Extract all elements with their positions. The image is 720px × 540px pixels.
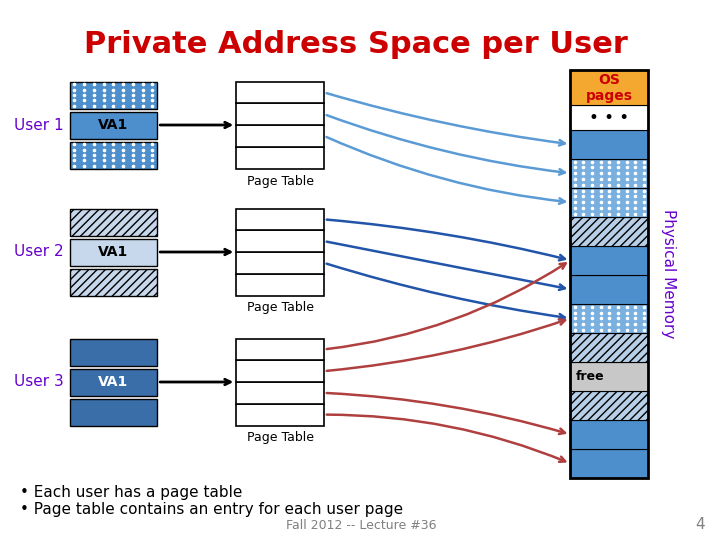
Text: Fall 2012 -- Lecture #36: Fall 2012 -- Lecture #36 <box>286 519 436 532</box>
Bar <box>570 217 648 246</box>
Bar <box>236 404 324 426</box>
Bar <box>236 339 324 360</box>
Text: Physical Memory: Physical Memory <box>661 210 675 339</box>
Bar <box>570 105 648 130</box>
Bar <box>236 360 324 382</box>
Text: Page Table: Page Table <box>246 174 313 187</box>
Bar <box>236 125 324 147</box>
Bar <box>70 111 158 138</box>
Bar <box>570 159 648 188</box>
Bar <box>236 230 324 252</box>
Bar <box>236 252 324 274</box>
Text: VA1: VA1 <box>99 245 129 259</box>
Bar <box>70 339 158 366</box>
Bar <box>570 362 648 391</box>
Bar <box>570 70 648 105</box>
Text: Page Table: Page Table <box>246 431 313 444</box>
Bar <box>70 399 158 426</box>
Bar <box>70 141 158 168</box>
Text: • • •: • • • <box>589 109 629 126</box>
Bar <box>570 130 648 159</box>
Bar <box>570 70 648 478</box>
Text: User 3: User 3 <box>14 375 63 389</box>
Bar <box>236 382 324 404</box>
Bar <box>236 147 324 168</box>
Bar <box>570 246 648 275</box>
Text: Private Address Space per User: Private Address Space per User <box>84 30 628 59</box>
Text: • Each user has a page table: • Each user has a page table <box>19 485 242 500</box>
Text: User 2: User 2 <box>14 245 63 260</box>
Bar <box>570 420 648 449</box>
Bar <box>570 449 648 478</box>
Bar <box>236 82 324 103</box>
Bar <box>570 188 648 217</box>
Text: • Page table contains an entry for each user page: • Page table contains an entry for each … <box>19 502 402 517</box>
Bar <box>70 368 158 395</box>
Bar <box>570 333 648 362</box>
Bar <box>236 208 324 230</box>
Bar <box>70 208 158 235</box>
Bar <box>70 82 158 109</box>
Text: Page Table: Page Table <box>246 301 313 314</box>
Bar <box>570 304 648 333</box>
Text: User 1: User 1 <box>14 118 63 132</box>
Bar <box>570 391 648 420</box>
Text: VA1: VA1 <box>99 118 129 132</box>
Text: VA1: VA1 <box>99 375 129 389</box>
Bar <box>70 268 158 295</box>
Bar <box>236 274 324 295</box>
Text: OS
pages: OS pages <box>586 73 633 103</box>
Text: free: free <box>575 370 604 383</box>
Text: 4: 4 <box>696 517 705 532</box>
Bar <box>570 275 648 304</box>
Bar <box>236 103 324 125</box>
Bar <box>70 239 158 266</box>
